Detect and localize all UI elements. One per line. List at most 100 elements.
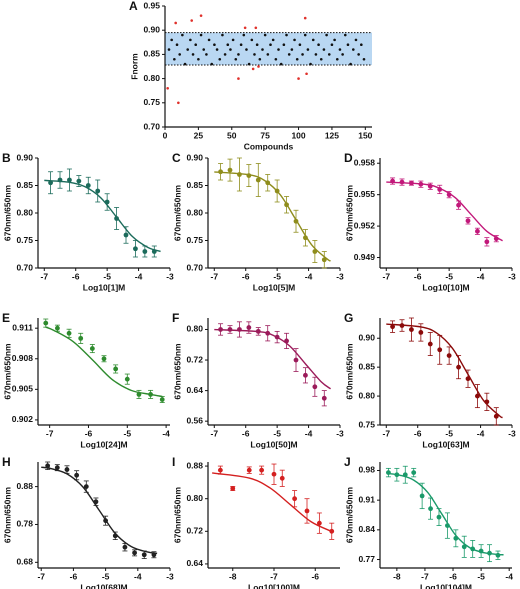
data-point — [346, 43, 350, 47]
data-point — [295, 57, 299, 61]
y-tick-label: 0.84 — [358, 524, 375, 534]
x-axis-label: Compounds — [244, 141, 294, 151]
x-axis-label: Log10[1]M — [83, 282, 126, 292]
data-point — [279, 62, 283, 66]
data-point — [292, 496, 298, 502]
data-point — [261, 48, 264, 51]
y-tick-label: 0.64 — [186, 385, 203, 395]
y-tick-label: 0.70 — [143, 121, 160, 131]
data-point — [399, 179, 405, 185]
data-point — [484, 239, 490, 245]
x-tick-label: 75 — [260, 130, 270, 140]
data-point — [181, 33, 184, 37]
data-point — [338, 48, 342, 51]
data-point — [151, 552, 157, 558]
data-point — [284, 202, 289, 208]
data-point — [419, 493, 425, 499]
y-tick-label: 0.78 — [16, 519, 33, 529]
data-point — [394, 472, 400, 478]
data-point — [298, 43, 302, 47]
data-point — [360, 43, 363, 47]
data-point — [303, 372, 308, 378]
data-point — [311, 38, 315, 42]
x-tick-label: -8 — [229, 571, 237, 581]
x-axis-label: Log10[50]M — [250, 439, 297, 449]
y-tick-label: 0.80 — [186, 324, 203, 334]
data-point — [456, 202, 461, 208]
x-tick-label: -3 — [508, 428, 516, 438]
y-tick-label: 0.72 — [186, 526, 203, 536]
data-point — [133, 246, 138, 252]
y-tick-label: 0.68 — [16, 557, 33, 567]
data-point — [237, 53, 240, 56]
y-tick-label: 0.955 — [354, 189, 376, 199]
x-tick-label: -5 — [103, 271, 111, 281]
data-point — [436, 514, 442, 520]
data-point — [301, 53, 304, 56]
data-point — [174, 21, 177, 25]
x-tick-label: -6 — [242, 271, 250, 281]
data-point — [243, 26, 247, 30]
x-tick-label: -4 — [505, 571, 513, 581]
data-point — [333, 38, 336, 42]
y-axis-label: 670nm/650nm — [2, 486, 12, 543]
y-tick-label: 0.80 — [186, 493, 203, 503]
data-point — [159, 397, 165, 402]
data-point — [277, 48, 280, 51]
data-point — [390, 324, 395, 330]
y-tick-label: 0.70 — [16, 262, 33, 272]
data-point — [322, 48, 326, 51]
data-point — [226, 43, 230, 47]
x-axis-label: Log10[5]M — [253, 282, 296, 292]
data-point — [104, 199, 110, 205]
panel-letter: I — [172, 455, 175, 469]
y-tick-label: 0.88 — [16, 481, 33, 491]
data-point — [354, 38, 358, 42]
data-point — [136, 392, 142, 397]
data-point — [306, 48, 310, 51]
data-point — [124, 376, 130, 382]
y-tick-label: 0.905 — [12, 384, 34, 394]
fit-curve — [214, 171, 331, 262]
y-tick-label: 0.80 — [143, 73, 160, 83]
x-tick-label: 50 — [227, 130, 237, 140]
data-point — [189, 38, 192, 42]
data-point — [114, 216, 119, 221]
data-point — [390, 178, 395, 184]
y-tick-label: 0.88 — [186, 460, 203, 470]
fit-curve — [44, 179, 161, 253]
data-point — [205, 53, 208, 56]
y-axis-label: 670nm/650nm — [344, 486, 354, 543]
data-point — [478, 548, 484, 554]
data-point — [83, 484, 89, 490]
y-tick-label: 0.95 — [143, 0, 160, 10]
y-tick-label: 0.80 — [16, 207, 33, 217]
data-point — [493, 413, 499, 419]
x-tick-label: -6 — [72, 271, 80, 281]
data-point — [321, 257, 327, 263]
data-point — [297, 77, 300, 80]
x-tick-label: -4 — [162, 428, 170, 438]
data-point — [409, 327, 414, 332]
y-tick-label: 0.90 — [143, 24, 160, 34]
data-point — [319, 57, 323, 61]
data-point — [113, 366, 119, 372]
x-tick-label: -7 — [46, 428, 54, 438]
fit-curve — [388, 472, 504, 556]
y-tick-label: 0.80 — [186, 207, 203, 217]
data-point — [218, 57, 222, 61]
data-point — [255, 177, 261, 183]
y-tick-label: 0.902 — [12, 414, 34, 424]
data-point — [411, 470, 417, 475]
data-point — [237, 172, 242, 177]
data-point — [199, 14, 203, 17]
x-tick-label: -6 — [449, 571, 457, 581]
y-tick-label: 0.85 — [143, 49, 160, 59]
y-tick-label: 0.75 — [143, 97, 160, 107]
data-point — [85, 183, 91, 188]
data-point — [210, 62, 214, 66]
data-point — [274, 57, 278, 61]
y-axis-label: 670nm/650nm — [344, 184, 354, 241]
data-point — [304, 508, 310, 514]
data-point — [287, 53, 291, 56]
